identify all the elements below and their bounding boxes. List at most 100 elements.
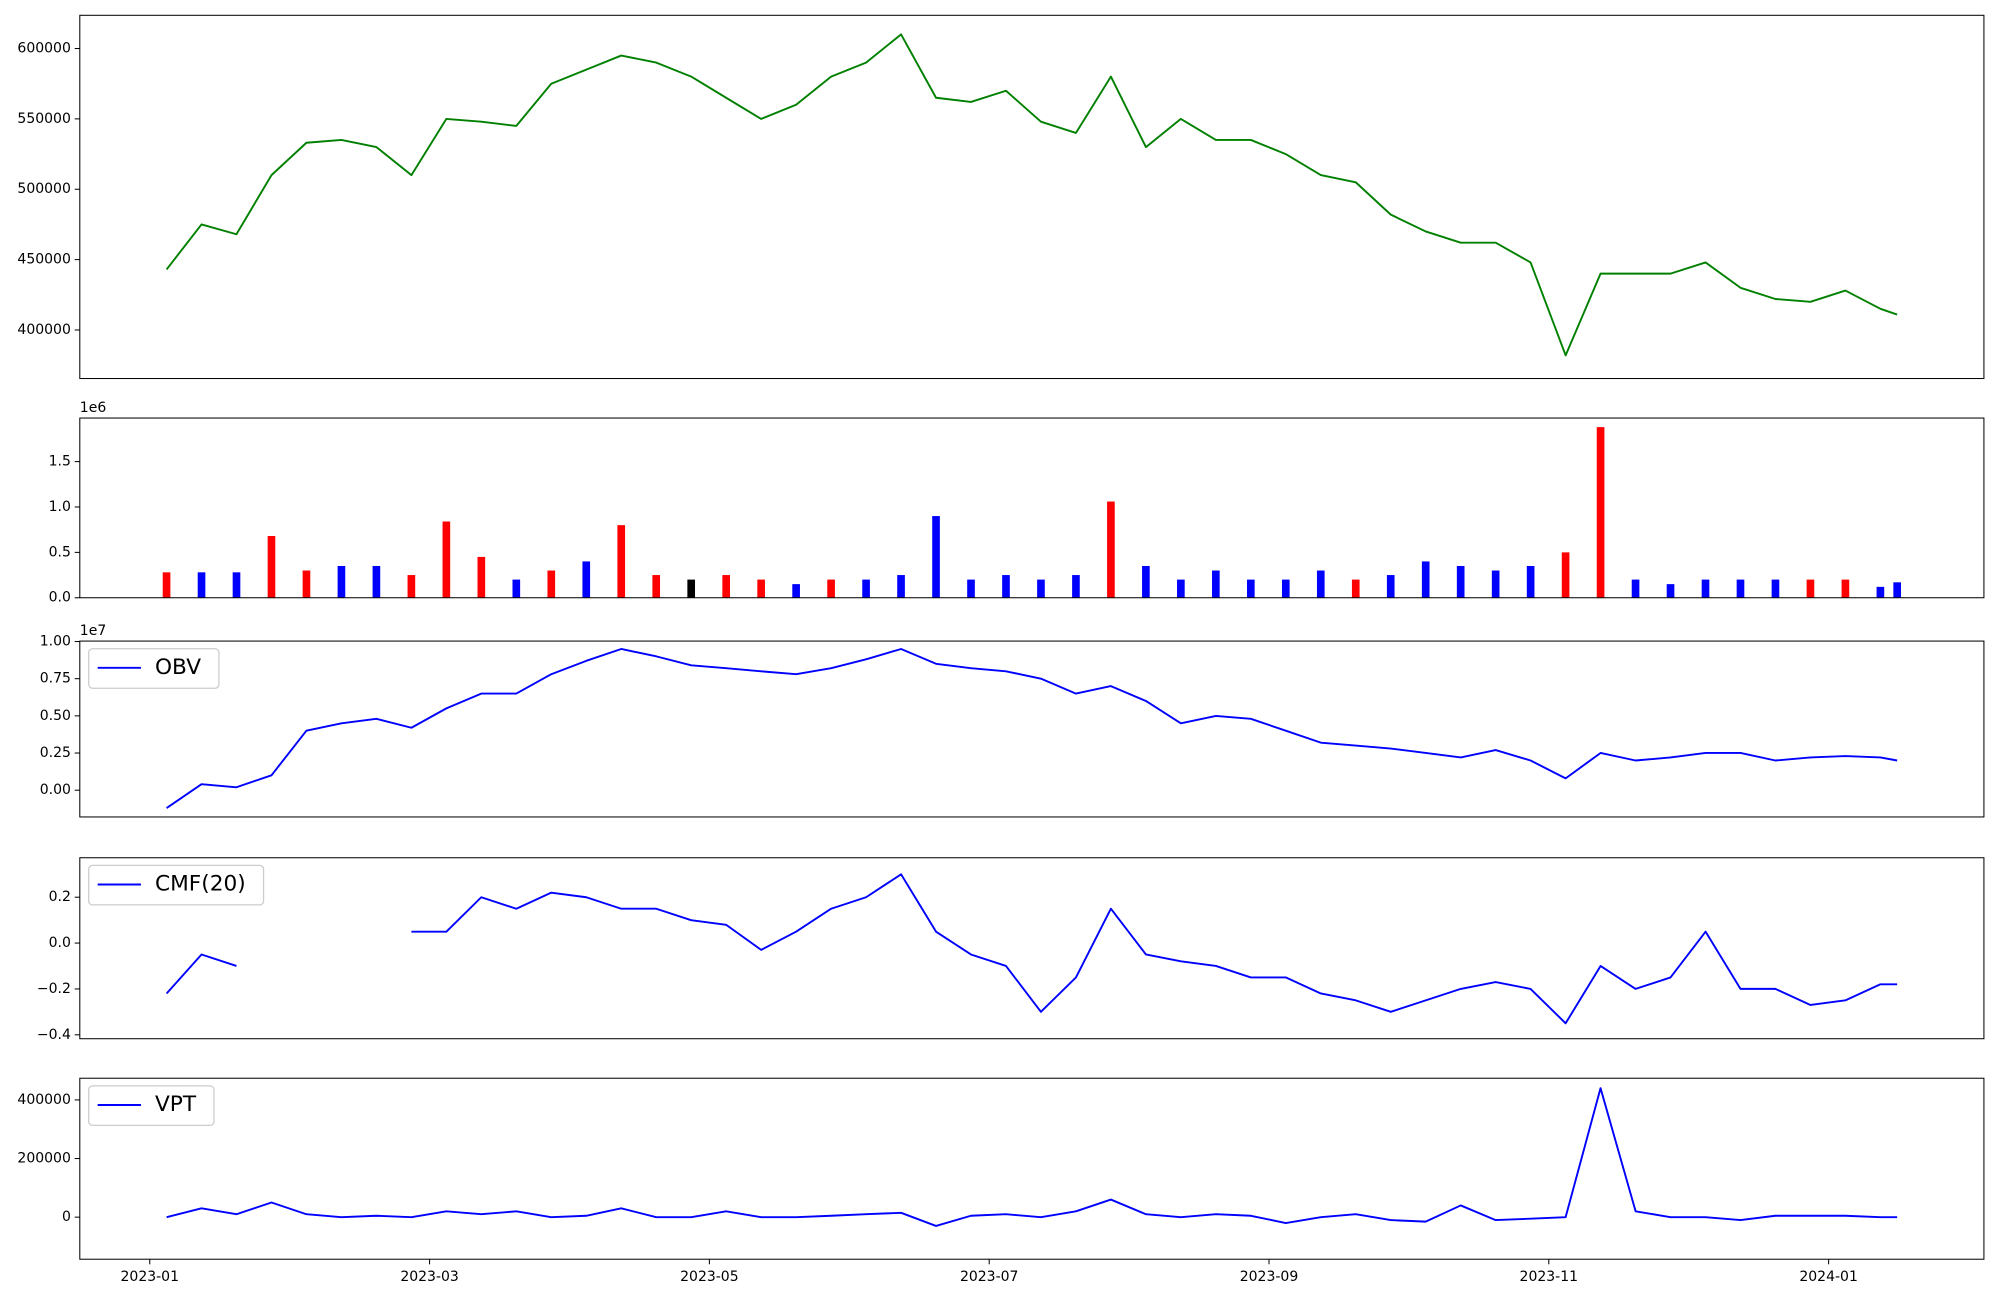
- volume-bar: [1491, 570, 1500, 598]
- volume-bar: [1876, 586, 1885, 598]
- volume-bar: [1561, 552, 1570, 598]
- axes-frame: [79, 1077, 1985, 1260]
- volume-bar: [1456, 565, 1465, 598]
- volume-bar: [932, 516, 940, 598]
- volume-bar: [1142, 565, 1150, 598]
- y-tick-label: 500000: [17, 181, 70, 197]
- volume-bar: [407, 575, 416, 598]
- volume-bar: [687, 579, 696, 598]
- volume-bar: [1701, 579, 1710, 598]
- y-tick-label: 0.0: [49, 590, 71, 606]
- volume-bar: [1351, 579, 1360, 598]
- y-tick-label: 1.5: [49, 454, 71, 470]
- volume-bar: [1246, 579, 1255, 598]
- line-series: [165, 873, 1898, 1025]
- volume-bar: [512, 579, 521, 598]
- volume-bar: [1893, 582, 1902, 598]
- y-tick-label: 600000: [17, 41, 70, 57]
- legend-box: [88, 864, 265, 906]
- volume-bar: [582, 561, 591, 598]
- line-series: [166, 1087, 1898, 1227]
- volume-bar: [1596, 427, 1605, 598]
- volume-bar: [1771, 579, 1780, 598]
- panel: 0.00 0.25 0.50 0.75 1.00 1e7 OBV: [40, 623, 1985, 818]
- volume-bar: [1421, 561, 1430, 598]
- legend-box: [88, 648, 220, 689]
- volume-bar: [1002, 575, 1010, 598]
- volume-bar: [827, 579, 835, 598]
- volume-bar: [1631, 579, 1640, 598]
- axes-frame: [79, 640, 1985, 818]
- volume-bar: [337, 565, 346, 598]
- volume-bar: [1107, 501, 1115, 598]
- legend-box: [88, 1085, 215, 1127]
- x-tick-label: 2023-05: [680, 1269, 739, 1285]
- volume-bar: [967, 579, 975, 598]
- panel: 0.0 0.5 1.0 1.5 1e6: [49, 400, 1985, 606]
- volume-bar: [1037, 579, 1045, 598]
- volume-bar: [477, 556, 486, 598]
- y-tick-label: 0.25: [40, 745, 71, 761]
- volume-bar: [197, 572, 206, 598]
- y-tick-label: 400000: [17, 322, 70, 338]
- y-tick-label: 0.0: [49, 935, 71, 951]
- x-tick-label: 2023-07: [960, 1269, 1019, 1285]
- y-tick-label: 0.00: [40, 782, 71, 798]
- volume-bar: [1526, 565, 1535, 598]
- x-tick-label: 2024-01: [1799, 1269, 1858, 1285]
- x-tick-label: 2023-03: [400, 1269, 459, 1285]
- legend-label: CMF(20): [155, 872, 246, 897]
- volume-bar: [162, 572, 171, 598]
- volume-bar: [1666, 584, 1675, 598]
- volume-bar: [1177, 579, 1185, 598]
- volume-bar: [1386, 575, 1395, 598]
- volume-bar: [267, 536, 276, 598]
- y-tick-label: −0.4: [37, 1027, 71, 1043]
- axes-frame: [79, 857, 1985, 1040]
- y-tick-label: 1.00: [40, 634, 71, 650]
- volume-bar: [1281, 579, 1290, 598]
- y-tick-label: 450000: [17, 252, 70, 268]
- volume-bar: [1806, 579, 1815, 598]
- volume-bar: [442, 521, 451, 598]
- volume-bar: [757, 579, 765, 598]
- x-tick-label: 2023-09: [1240, 1269, 1299, 1285]
- volume-bar: [232, 572, 241, 598]
- y-tick-label: 0.5: [49, 544, 71, 560]
- volume-bar: [652, 575, 661, 598]
- volume-bar: [617, 525, 626, 598]
- volume-bar: [1841, 579, 1850, 598]
- volume-bar: [722, 575, 730, 598]
- volume-bar: [372, 565, 381, 598]
- legend: VPT: [88, 1085, 215, 1127]
- offset-text: 1e7: [80, 623, 106, 639]
- legend: CMF(20): [88, 864, 265, 906]
- axes-frame: [79, 14, 1985, 380]
- volume-bar: [1736, 579, 1745, 598]
- y-tick-label: 0.2: [49, 889, 71, 905]
- x-tick-label: 2023-01: [121, 1269, 180, 1285]
- y-tick-label: 200000: [17, 1151, 70, 1167]
- panel: 400000 450000 500000 550000 600000: [17, 14, 1985, 380]
- panel: 0 200000 400000 2023-01 2023-03 2023-05 2023-0…: [17, 1077, 1985, 1285]
- y-tick-label: 550000: [17, 111, 70, 127]
- line-series: [165, 33, 1898, 357]
- axes-frame: [79, 417, 1985, 599]
- line-series: [166, 648, 1898, 809]
- y-tick-label: 1.0: [49, 499, 71, 515]
- volume-bar: [862, 579, 870, 598]
- legend-label: VPT: [155, 1092, 197, 1117]
- offset-text: 1e6: [80, 400, 107, 416]
- volume-bar: [547, 570, 556, 598]
- volume-bar: [1072, 575, 1080, 598]
- y-tick-label: 0: [62, 1209, 71, 1225]
- legend-label: OBV: [155, 655, 201, 680]
- volume-bar: [1212, 570, 1220, 598]
- volume-bar: [302, 570, 311, 598]
- volume-bar: [1316, 570, 1325, 598]
- y-tick-label: 400000: [17, 1092, 70, 1108]
- y-tick-label: 0.50: [40, 708, 71, 724]
- panel: −0.4 −0.2 0.0 0.2 CMF(20): [37, 857, 1985, 1043]
- volume-bar: [792, 584, 800, 598]
